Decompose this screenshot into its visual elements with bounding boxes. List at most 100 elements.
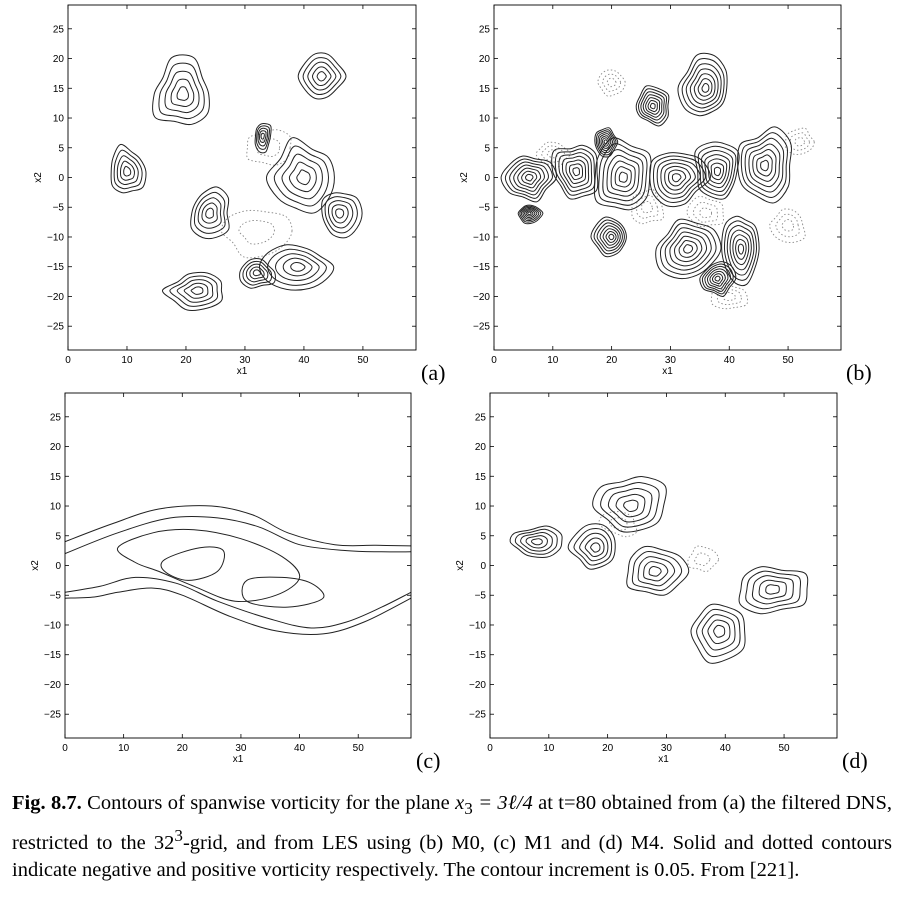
x-tick-label: 50 xyxy=(357,355,369,366)
positive-contour-1-level-2 xyxy=(641,200,653,214)
y-tick-label: −25 xyxy=(47,322,64,333)
x-tick-label: 20 xyxy=(606,355,618,366)
negative-contour-6-level-1 xyxy=(681,58,725,113)
negative-contour-8-level-1 xyxy=(193,191,226,234)
negative-contour-6-level-3 xyxy=(249,266,265,280)
x-tick-label: 20 xyxy=(602,743,614,754)
negative-contour-5-level-4 xyxy=(752,148,777,182)
negative-contour-6-level-0 xyxy=(677,52,728,117)
negative-contour-6-level-2 xyxy=(245,263,269,283)
contour-figure: 0 10 20 30 40 50−25−20−15−10−50510152025x1x2(… xyxy=(30,4,872,773)
panel-c: 0 10 20 30 40 50 −25 −20 −15 −10 −5 0 5 10 15 20 25 x1 x2 (… xyxy=(30,392,440,773)
negative-contour-2-level-6 xyxy=(618,171,628,183)
positive-contour-4-level-2 xyxy=(722,291,736,301)
negative-contour-5-level-1 xyxy=(514,528,558,555)
negative-contour-4-level-0 xyxy=(297,52,347,100)
positive-contour-5-level-2 xyxy=(606,77,617,88)
negative-contour-10-level-0 xyxy=(590,216,627,258)
panel-a: 0 10 20 30 40 50 −25 −20 −15 −10 −5 0 5 10 15 20 25 x1 x2 (… xyxy=(33,4,445,385)
negative-contour-12-level-2 xyxy=(597,131,615,154)
y-tick-label: 5 xyxy=(480,531,486,542)
negative-contour-8-level-3 xyxy=(669,231,708,267)
negative-contour-9-level-4 xyxy=(732,234,750,265)
contour-line-2 xyxy=(65,576,411,629)
negative-contour-4-level-4 xyxy=(707,158,728,185)
negative-contour-2-level-3 xyxy=(707,619,731,645)
negative-contour-1-level-4 xyxy=(123,165,132,177)
positive-contour-1-level-0 xyxy=(246,129,292,166)
negative-contour-2-level-1 xyxy=(696,608,741,658)
negative-contour-1-level-4 xyxy=(590,542,601,553)
negative-contour-12-level-3 xyxy=(598,133,614,151)
negative-contour-8-level-3 xyxy=(201,202,218,224)
negative-contour-4-level-0 xyxy=(694,141,740,200)
panel-label: (a) xyxy=(421,360,445,385)
caption-math-sub: 3 xyxy=(464,799,473,819)
negative-contour-6-level-4 xyxy=(693,73,716,101)
negative-contour-9-level-6 xyxy=(737,243,745,255)
contour-line-1 xyxy=(65,515,411,555)
x-tick-label: 10 xyxy=(121,355,133,366)
x-axis-label: x1 xyxy=(237,366,248,377)
negative-contour-13-level-6 xyxy=(714,275,721,282)
negative-contour-5-level-2 xyxy=(744,137,785,193)
negative-contour-7-level-0 xyxy=(162,271,223,311)
y-tick-label: 20 xyxy=(50,442,62,453)
positive-contour-6-level-2 xyxy=(794,136,806,147)
x-tick-label: 10 xyxy=(118,743,130,754)
figure-label: Fig. 8.7. xyxy=(12,792,82,814)
negative-contour-7-level-3 xyxy=(183,282,209,299)
contour-line-5 xyxy=(160,546,225,581)
panel-b: 0 10 20 30 40 50 −25 −20 −15 −10 −5 0 5 10 15 20 25 x1 x2 (… xyxy=(459,4,872,385)
contour-lines xyxy=(509,476,809,664)
negative-contour-13-level-3 xyxy=(706,268,729,290)
negative-contour-12-level-6 xyxy=(603,139,608,145)
negative-contour-6-level-5 xyxy=(697,78,713,97)
x-axis-label: x1 xyxy=(233,754,244,765)
positive-contour-6-level-1 xyxy=(789,132,810,151)
x-axis-label: x1 xyxy=(662,366,673,377)
negative-contour-12-level-0 xyxy=(594,127,619,158)
negative-contour-9-level-2 xyxy=(726,224,755,276)
y-tick-label: −25 xyxy=(469,710,486,721)
negative-contour-11-level-6 xyxy=(527,211,532,216)
negative-contour-0-level-3 xyxy=(615,493,646,518)
negative-contour-6-level-3 xyxy=(689,68,719,105)
negative-contour-1-level-2 xyxy=(116,155,139,186)
panel-label: (d) xyxy=(842,748,868,773)
positive-contour-2-level-1 xyxy=(692,201,718,223)
y-tick-label: −20 xyxy=(47,292,64,303)
y-tick-label: −20 xyxy=(469,680,486,691)
negative-contour-11-level-4 xyxy=(523,209,536,219)
negative-contour-2-level-0 xyxy=(593,137,652,211)
negative-contour-10-level-1 xyxy=(593,219,625,255)
x-tick-label: 20 xyxy=(180,355,192,366)
negative-contour-7-level-4 xyxy=(190,286,204,295)
negative-contour-11-level-3 xyxy=(522,208,538,220)
negative-contour-1-level-6 xyxy=(572,167,580,177)
negative-contour-0-level-2 xyxy=(509,161,549,196)
negative-contour-7-level-0 xyxy=(635,85,670,127)
y-tick-label: −15 xyxy=(469,650,486,661)
negative-contour-9-level-1 xyxy=(256,125,270,150)
y-tick-label: 15 xyxy=(50,472,62,483)
caption-superscript: 3 xyxy=(174,826,183,846)
x-tick-label: 10 xyxy=(547,355,559,366)
x-tick-label: 0 xyxy=(62,743,68,754)
negative-contour-2-level-4 xyxy=(610,160,636,193)
negative-contour-7-level-5 xyxy=(647,100,658,113)
negative-contour-2-level-0 xyxy=(265,137,335,214)
negative-contour-6-level-2 xyxy=(685,63,722,109)
positive-contour-0-level-1 xyxy=(238,219,275,245)
negative-contour-5-level-2 xyxy=(520,531,553,552)
negative-contour-5-level-3 xyxy=(282,257,313,277)
negative-contour-9-level-2 xyxy=(257,127,269,147)
negative-contour-3-level-4 xyxy=(335,208,345,219)
negative-contour-9-level-3 xyxy=(729,229,752,271)
negative-contour-8-level-4 xyxy=(674,235,703,263)
negative-contour-0-level-0 xyxy=(152,54,210,126)
negative-contour-4-level-4 xyxy=(316,71,327,82)
x-tick-label: 50 xyxy=(783,355,795,366)
y-axis-label: x2 xyxy=(30,560,41,571)
positive-contour-0-level-1 xyxy=(541,145,566,163)
